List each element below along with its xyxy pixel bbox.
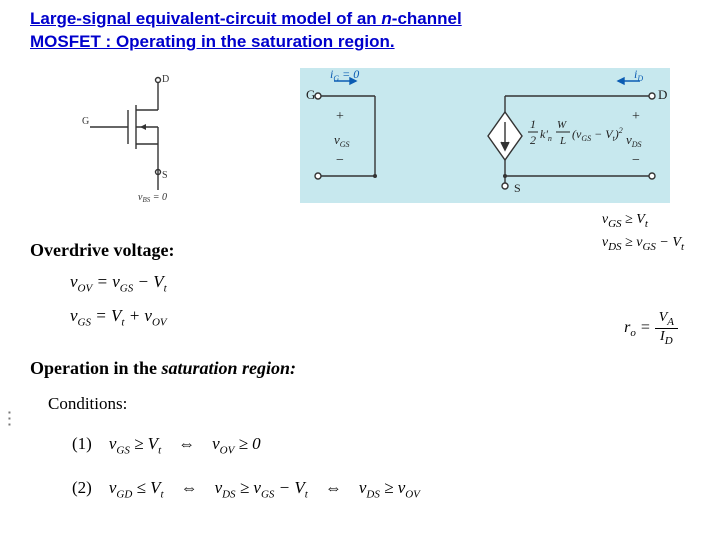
eq-plus-l: + [336,109,344,124]
ro-formula: ro = VA ID [624,310,678,347]
title-line1-ital: n [381,9,391,28]
page-title: Large-signal equivalent-circuit model of… [30,8,462,54]
eq-id: iD [634,68,643,83]
mosfet-s-label: S [162,170,168,181]
cond-row1: (1) vGS ≥ Vt ⇔ vOV ≥ 0 [72,434,261,456]
dotted-edge-icon: ▪▪▪ [8,410,14,428]
eq-g-label: G [306,87,315,102]
svg-text:(vGS − Vt)2: (vGS − Vt)2 [572,126,623,143]
eq-minus-r: − [632,153,640,168]
mosfet-symbol: D G S vBS = 0 [80,72,230,217]
eq-src-half: 1 [530,117,536,131]
eq-vds: vDS [626,132,642,149]
svg-text:W: W [557,119,567,131]
title-line1-post: -channel [392,9,462,28]
svg-text:k'n: k'n [540,127,552,143]
side-conditions: vGS ≥ Vt vDS ≥ vGS − Vt [602,210,684,255]
mosfet-d-label: D [162,74,169,85]
eq-plus-r: + [632,109,640,124]
mosfet-vbs: vBS = 0 [138,192,167,204]
eq-vgs: vGS [334,132,350,149]
title-line2: MOSFET : Operating in the saturation reg… [30,32,395,51]
svg-text:L: L [559,135,566,147]
overdrive-eq2: vGS = Vt + vOV [70,306,167,328]
eq-minus-l: − [336,153,344,168]
title-line1-pre: Large-signal equivalent-circuit model of… [30,9,381,28]
cond-row2: (2) vGD ≤ Vt ⇔ vDS ≥ vGS − Vt ⇔ vDS ≥ vO… [72,478,420,500]
eq-s-label: S [514,181,521,195]
equivalent-circuit: G D S iG = 0 iD + − vGS + − vDS 1 2 k'n … [300,68,670,203]
mosfet-g-label: G [82,116,89,127]
mosfet-svg: D G S vBS = 0 [80,72,230,212]
saturation-heading: Operation in the saturation region: [30,358,296,379]
eq-d-label: D [658,87,667,102]
overdrive-eq1: vOV = vGS − Vt [70,272,167,294]
conditions-label: Conditions: [48,394,127,414]
eq-ig: iG = 0 [330,68,359,83]
overdrive-heading: Overdrive voltage: [30,240,174,261]
eqcirc-svg: G D S iG = 0 iD + − vGS + − vDS 1 2 k'n … [300,68,670,203]
svg-text:2: 2 [530,133,536,147]
